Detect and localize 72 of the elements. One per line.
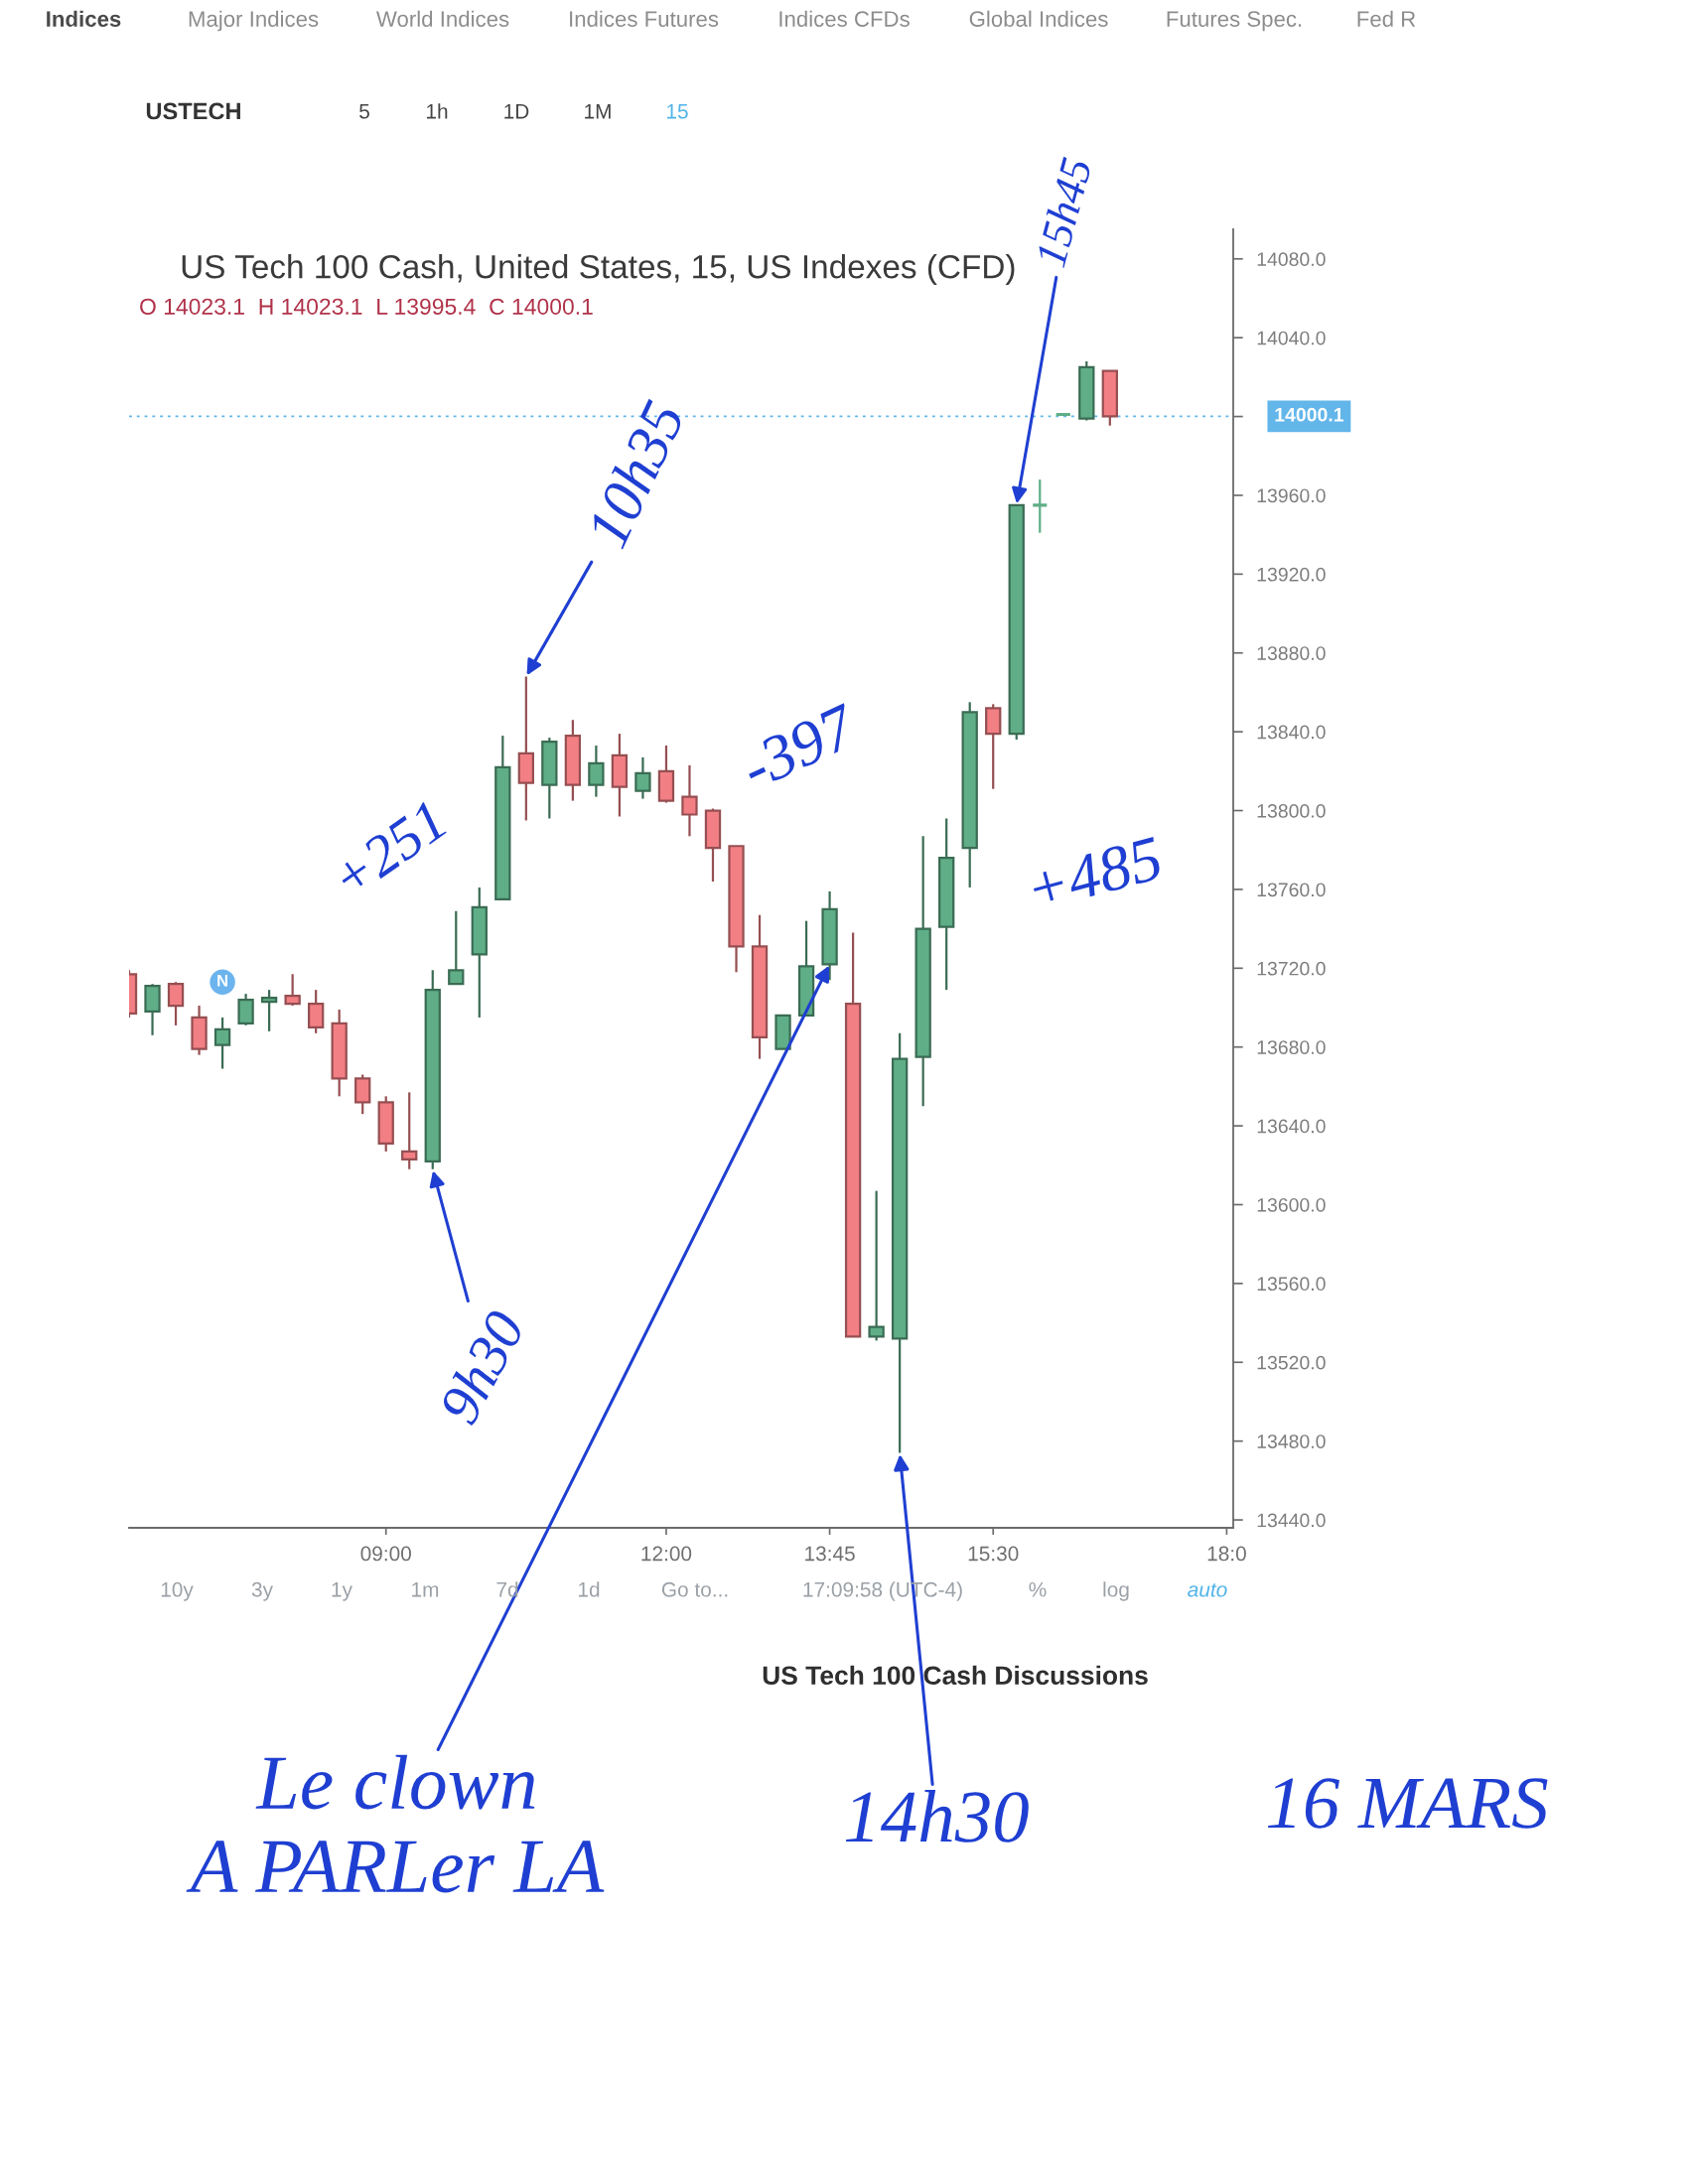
text: Fed R: [1357, 10, 1416, 27]
candlestick: [634, 755, 651, 800]
x-tick-label: 09:00: [360, 1546, 411, 1562]
annotation: N: [217, 975, 227, 987]
candlestick: [260, 989, 278, 1032]
candlestick: [284, 973, 301, 1008]
text: USTECH: [146, 102, 240, 120]
candlestick: [167, 981, 185, 1026]
annotation: 14h30: [845, 1789, 1029, 1843]
y-tick-label: 13760.0: [1257, 883, 1326, 897]
text: US Tech 100 Cash Discussions: [763, 1665, 1148, 1686]
y-tick-label: 14040.0: [1257, 331, 1326, 345]
text: 1y: [332, 1582, 352, 1601]
candlestick: [448, 909, 465, 986]
text: 16 MARS: [1268, 1778, 1548, 1829]
text: 1M: [585, 104, 611, 119]
x-tick-label: 18:0: [1207, 1546, 1246, 1562]
annotation: -397: [738, 702, 862, 791]
candlestick: [401, 1091, 418, 1170]
y-tick-label: 14080.0: [1257, 252, 1326, 267]
text: Indices: [47, 10, 121, 27]
text: O 14023.1 H 14023.1 L 13995.4 C 14000.1: [140, 298, 593, 315]
text: Go to...: [661, 1581, 728, 1597]
candlestick: [1031, 478, 1049, 534]
y-tick-label: 13560.0: [1257, 1277, 1326, 1292]
text: 1h: [427, 103, 448, 119]
annotation: 10h35: [584, 397, 686, 550]
text: Indices Futures: [570, 10, 719, 27]
text: 15: [667, 104, 688, 119]
annotation: 9h30: [437, 1306, 526, 1427]
text: 5: [359, 104, 369, 119]
y-tick-label: 13440.0: [1257, 1513, 1326, 1528]
x-tick-label: 15:30: [968, 1546, 1019, 1562]
y-tick-label: 13520.0: [1257, 1355, 1326, 1370]
text: 1D: [504, 104, 529, 119]
y-tick-label: 13680.0: [1257, 1040, 1326, 1054]
y-tick-label: 13800.0: [1257, 803, 1326, 818]
annotation: +485: [1028, 836, 1165, 911]
y-tick-label: 13920.0: [1257, 567, 1326, 582]
candlestick: [307, 989, 325, 1034]
y-tick-label: 13600.0: [1257, 1197, 1326, 1212]
text: US Tech 100 Cash, United States, 15, US Indexes (CFD): [182, 254, 1015, 286]
text: 1m: [412, 1582, 439, 1597]
candlestick: [681, 763, 698, 838]
text: World Indices: [375, 10, 509, 27]
text: Global Indices: [969, 10, 1108, 27]
text: Indices CFDs: [779, 10, 910, 27]
text: 10y: [161, 1581, 194, 1601]
ref-line-label: 14000.1: [1275, 407, 1343, 422]
text: Major Indices: [189, 10, 319, 32]
text: 3y: [251, 1581, 273, 1601]
text: auto: [1188, 1582, 1227, 1597]
text: 1d: [579, 1581, 600, 1597]
y-tick-label: 13720.0: [1257, 961, 1326, 976]
candlestick: [588, 744, 605, 798]
candlestick: [354, 1073, 371, 1116]
y-tick-label: 13640.0: [1257, 1119, 1326, 1134]
x-tick-label: 12:00: [641, 1546, 692, 1562]
y-tick-label: 13880.0: [1257, 646, 1326, 660]
y-tick-label: 13960.0: [1257, 488, 1326, 503]
annotation: Le clown A PARLer LA: [186, 1754, 605, 1893]
y-tick-label: 13480.0: [1257, 1434, 1326, 1448]
annotation: 15h45: [1034, 156, 1092, 269]
text: Futures Spec.: [1167, 11, 1302, 32]
candlestick: [868, 1189, 885, 1342]
candlestick: [237, 993, 254, 1026]
y-tick-label: 13840.0: [1257, 725, 1326, 740]
x-tick-label: 13:45: [805, 1546, 855, 1562]
annotation: +251: [332, 801, 448, 898]
text: %: [1029, 1581, 1047, 1597]
text: log: [1103, 1581, 1129, 1601]
candlestick: [213, 1016, 231, 1070]
